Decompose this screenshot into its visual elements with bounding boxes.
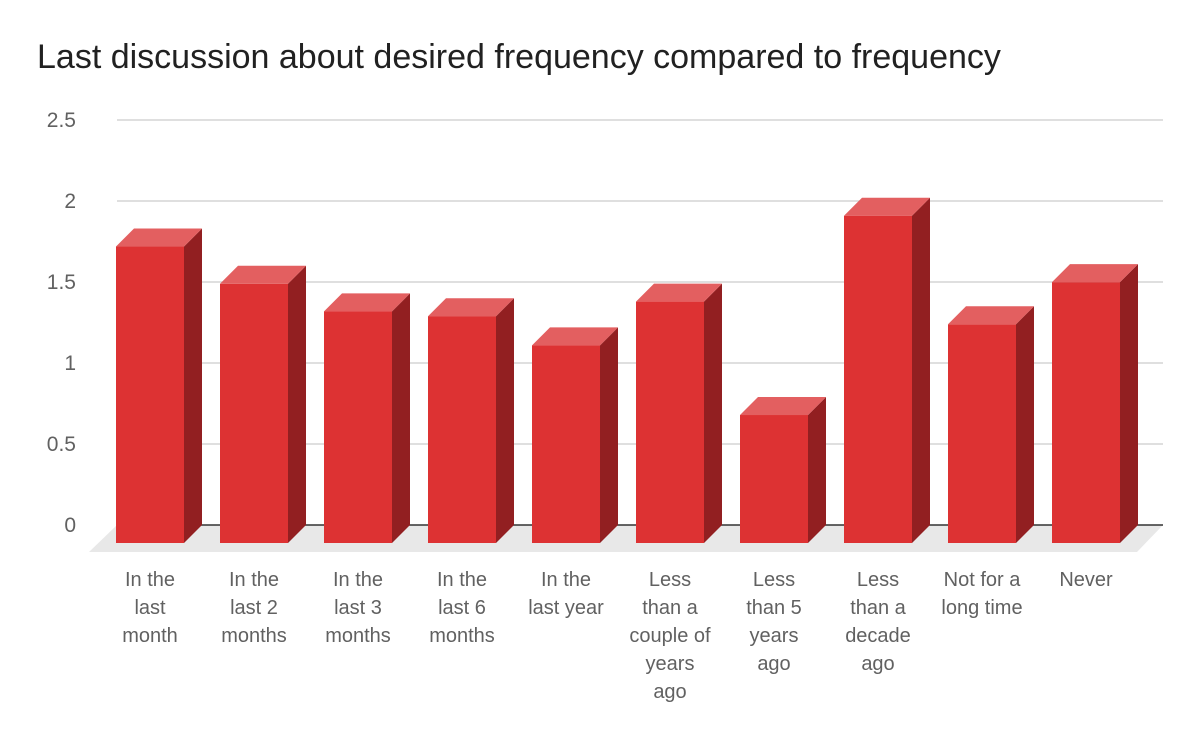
bar-side xyxy=(1120,264,1138,543)
x-tick-label-line: months xyxy=(221,625,287,647)
x-tick-label-line: In the xyxy=(124,569,176,591)
bar-top xyxy=(324,293,410,312)
bar xyxy=(428,298,514,543)
bar-front xyxy=(636,301,704,543)
bar-front xyxy=(1052,282,1120,543)
bar xyxy=(740,397,826,543)
bar-side xyxy=(392,293,410,543)
bar-side xyxy=(600,327,618,543)
x-tick-label-line: Less xyxy=(752,569,796,591)
bar-front xyxy=(844,215,912,543)
bar-side xyxy=(184,228,202,544)
bar xyxy=(636,283,722,543)
y-tick-label: 2.5 xyxy=(47,109,76,132)
x-tick-label-line: than 5 xyxy=(746,597,802,619)
x-tick-label: Less than 5 years ago xyxy=(722,566,826,678)
bar xyxy=(220,265,306,543)
x-tick-label-line: Less xyxy=(856,569,900,591)
bar-top xyxy=(636,283,722,302)
x-tick-label-line: years xyxy=(749,625,799,647)
x-tick-label-line: In the xyxy=(436,569,488,591)
bar-side xyxy=(1016,306,1034,543)
bar xyxy=(532,327,618,543)
bar-top xyxy=(1052,264,1138,283)
x-tick-label-line: last 2 xyxy=(230,597,278,619)
bar-top xyxy=(428,298,514,317)
bar-top xyxy=(532,327,618,346)
x-tick-label-line: than a xyxy=(850,597,906,619)
bar-top xyxy=(844,197,930,216)
bar-front xyxy=(428,316,496,543)
bar-side xyxy=(704,283,722,543)
x-tick-label: In the last 3 months xyxy=(306,566,410,650)
x-tick-label-line: than a xyxy=(642,597,698,619)
x-tick-label-line: ago xyxy=(757,653,791,675)
bar-front xyxy=(324,311,392,543)
bar-side xyxy=(808,397,826,543)
x-tick-label-line: months xyxy=(429,625,495,647)
bar-front xyxy=(116,246,184,544)
bar-front xyxy=(948,324,1016,543)
x-tick-label-line: couple of xyxy=(629,625,711,647)
bar xyxy=(116,228,202,544)
y-tick-label: 0 xyxy=(64,514,76,537)
x-tick-label: In the last year xyxy=(514,566,618,622)
x-tick-label: In the last month xyxy=(98,566,202,650)
bar-front xyxy=(740,415,808,543)
y-tick-label: 1.5 xyxy=(47,271,76,294)
bar-series xyxy=(116,197,1138,544)
x-tick-label-line: long time xyxy=(941,597,1023,619)
x-tick-label: In the last 6 months xyxy=(410,566,514,650)
y-axis-ticks: 0 0.5 1 1.5 2 2.5 xyxy=(47,109,76,537)
x-tick-label-line: ago xyxy=(653,681,687,703)
x-tick-label-line: Less xyxy=(648,569,692,591)
bar-top xyxy=(220,265,306,284)
x-tick-label-line: In the xyxy=(540,569,592,591)
bar-top xyxy=(740,397,826,416)
bar-front xyxy=(220,283,288,543)
x-tick-label-line: last xyxy=(134,597,166,619)
x-tick-label: Less than a decade ago xyxy=(826,566,930,678)
y-tick-label: 1 xyxy=(64,352,76,375)
x-tick-label-line: decade xyxy=(845,625,911,647)
x-tick-label-line: In the xyxy=(228,569,280,591)
bar xyxy=(1052,264,1138,543)
x-tick-label-line: month xyxy=(122,625,178,647)
x-tick-label: In the last 2 months xyxy=(202,566,306,650)
x-tick-label-line: months xyxy=(325,625,391,647)
bar-side xyxy=(496,298,514,543)
bar xyxy=(948,306,1034,543)
chart-title: Last discussion about desired frequency … xyxy=(37,38,1001,76)
x-tick-label-line: Not for a xyxy=(943,569,1021,591)
bar-top xyxy=(116,228,202,247)
x-tick-label-line: last 3 xyxy=(334,597,382,619)
y-tick-label: 2 xyxy=(64,190,76,213)
x-tick-label-line: In the xyxy=(332,569,384,591)
bar xyxy=(844,197,930,543)
x-tick-label-line: years xyxy=(645,653,695,675)
x-tick-label-line: last year xyxy=(528,597,604,619)
x-tick-label: Never xyxy=(1034,566,1138,594)
bar xyxy=(324,293,410,543)
x-tick-label: Not for a long time xyxy=(930,566,1034,622)
x-tick-label-line: last 6 xyxy=(438,597,486,619)
bar-top xyxy=(948,306,1034,325)
x-tick-label-line: ago xyxy=(861,653,895,675)
bar-front xyxy=(532,345,600,543)
bar-side xyxy=(912,197,930,543)
x-tick-label-line: Never xyxy=(1059,569,1113,591)
y-tick-label: 0.5 xyxy=(47,433,76,456)
x-tick-label: Less than a couple of years ago xyxy=(618,566,722,706)
bar-side xyxy=(288,265,306,543)
